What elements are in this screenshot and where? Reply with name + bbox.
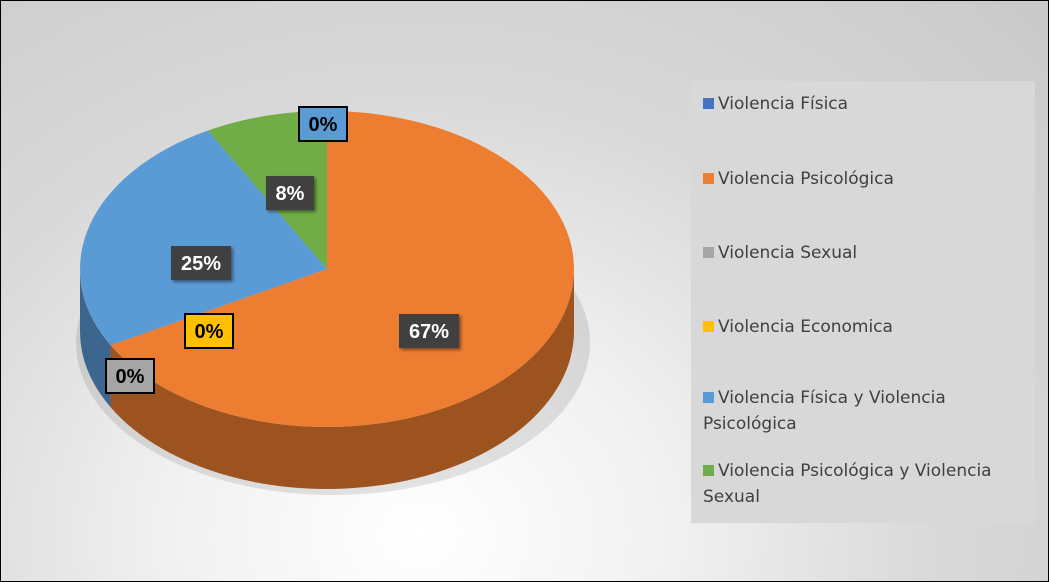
legend-label: Violencia Psicológica y Violencia Sexual [703,461,992,507]
pie-slice-violencia-fisica-y-violencia-psicologica [80,130,328,346]
data-label-box [105,358,155,394]
data-label-text: 25% [181,253,221,275]
data-label-box [298,106,348,142]
legend-item-violencia-fisica: Violencia Física [703,91,1023,117]
legend-swatch [703,321,714,332]
legend-label: Violencia Economica [718,317,893,337]
legend-item-violencia-fisica-y-violencia-psicologica: Violencia Física y Violencia Psicológica [703,385,1023,437]
data-label-violencia-sexual: 0% [105,358,155,394]
legend-swatch [703,98,714,109]
data-label-violencia-fisica: 0% [298,106,348,142]
data-label-text: 8% [276,183,305,205]
data-label-text: 67% [409,321,449,343]
legend-label: Violencia Psicológica [718,169,894,189]
legend-swatch [703,247,714,258]
data-label-text: 0% [195,321,224,343]
legend-item-violencia-psicologica: Violencia Psicológica [703,166,1023,192]
data-label-violencia-economica: 0% [184,313,234,349]
legend: Violencia Física Violencia Psicológica Vio… [691,81,1035,523]
data-label-violencia-psicologica: 67% [399,314,459,348]
data-label-box [184,313,234,349]
data-label-text: 0% [116,366,145,388]
legend-swatch [703,173,714,184]
data-label-box [266,176,314,210]
legend-item-violencia-psicologica-y-violencia-sexual: Violencia Psicológica y Violencia Sexual [703,458,1023,510]
legend-swatch [703,465,714,476]
data-label-violencia-fisica-y-violencia-psicologica: 25% [171,246,231,280]
legend-label: Violencia Física y Violencia Psicológica [703,388,946,434]
data-label-box [399,314,459,348]
data-label-violencia-psicologica-y-violencia-sexual: 8% [266,176,314,210]
legend-label: Violencia Sexual [718,243,858,263]
legend-label: Violencia Física [718,94,849,114]
legend-item-violencia-sexual: Violencia Sexual [703,240,1023,266]
pie-side-violencia-psicologica [110,269,575,489]
legend-item-violencia-economica: Violencia Economica [703,314,1023,340]
legend-swatch [703,392,714,403]
data-label-text: 0% [309,114,338,136]
data-label-box [171,246,231,280]
pie-side-violencia-fisica-y-violencia-psicologica [80,269,111,408]
